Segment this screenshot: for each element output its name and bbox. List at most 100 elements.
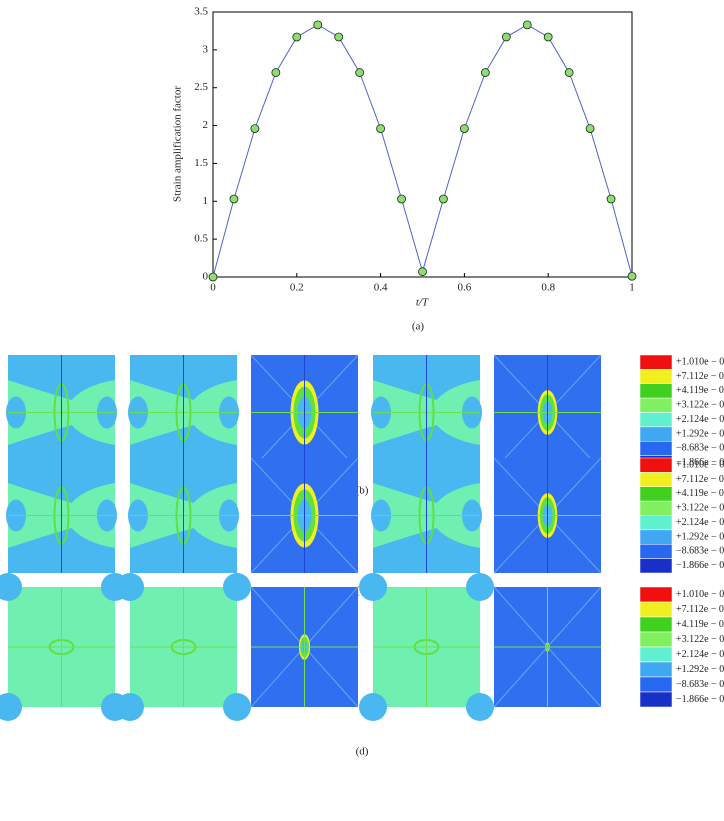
y-axis-label: Strain amplification factor: [172, 86, 184, 202]
colorbar-label: +7.112e − 03: [676, 604, 724, 615]
line: [212, 24, 633, 278]
contour-panel: [116, 573, 251, 721]
region: [359, 573, 387, 601]
marker: [606, 194, 616, 204]
colorbar-swatch: [639, 661, 673, 678]
colorbar-label: +7.112e − 03: [676, 474, 724, 485]
y-tick-label: 1: [203, 195, 209, 207]
contour-panel: [359, 573, 494, 721]
colorbar-label: +1.292e − 04: [676, 428, 724, 439]
colorbar-swatch: [639, 383, 673, 399]
y-tick-label: 1.5: [194, 157, 208, 169]
colorbar-swatch: [639, 472, 673, 487]
region: [466, 573, 494, 601]
marker: [543, 32, 553, 42]
region: [116, 573, 144, 601]
x-tick-label: 0.4: [374, 282, 388, 294]
region: [223, 573, 251, 601]
region: [0, 573, 22, 601]
marker: [585, 124, 595, 134]
x-axis-label: t/T: [416, 297, 429, 309]
region: [0, 693, 22, 721]
x-tick-label: 0: [210, 282, 216, 294]
colorbar-swatch: [639, 631, 673, 648]
marker: [313, 20, 323, 30]
marker: [522, 20, 532, 30]
colorbar-swatch: [639, 515, 673, 531]
y-tick-label: 3.5: [194, 6, 208, 18]
colorbar-label: +2.124e − 03: [676, 517, 724, 528]
colorbar-swatch: [639, 412, 673, 428]
marker: [229, 194, 239, 204]
region: [359, 693, 387, 721]
marker: [564, 68, 574, 77]
colorbar-swatch: [639, 457, 673, 473]
marker: [376, 124, 386, 134]
region: [116, 693, 144, 721]
colorbar-label: +3.122e − 03: [676, 634, 724, 645]
colorbar-swatch: [639, 500, 673, 516]
colorbar-label: +2.124e − 03: [676, 414, 724, 425]
colorbar-swatch: [639, 354, 673, 370]
marker: [418, 267, 427, 277]
colorbar-label: +1.292e − 04: [676, 531, 724, 542]
colorbar-swatch: [639, 691, 673, 708]
marker: [439, 194, 448, 204]
colorbar-swatch: [639, 426, 673, 442]
colorbar-swatch: [639, 544, 673, 559]
contour-panel: [6, 355, 117, 470]
colorbar-swatch: [639, 529, 673, 545]
plot-frame: [212, 11, 633, 278]
y-tick-label: 0.5: [194, 233, 208, 245]
contour-panel: [0, 573, 129, 721]
colorbar-label: +7.112e − 03: [676, 371, 724, 382]
caption: (a): [412, 321, 425, 333]
colorbar-label: +4.119e − 03: [676, 385, 724, 396]
x-tick-label: 0.2: [290, 282, 304, 294]
y-tick-label: 2.5: [194, 81, 208, 93]
contour-panel: [6, 458, 117, 573]
colorbar-swatch: [639, 586, 673, 603]
region: [223, 693, 251, 721]
marker: [292, 32, 302, 42]
contour-panel: [493, 586, 602, 708]
marker: [355, 68, 365, 77]
colorbar-label: +1.010e − 02: [676, 459, 724, 470]
colorbar-label: +3.122e − 03: [676, 400, 724, 411]
colorbar-label: +2.124e − 03: [676, 649, 724, 660]
colorbar-label: +4.119e − 03: [676, 488, 724, 499]
marker: [334, 32, 344, 42]
colorbar-label: −1.866e − 03: [676, 560, 724, 571]
colorbar-label: −8.683e − 04: [676, 679, 724, 690]
colorbar-swatch: [639, 646, 673, 663]
y-tick-label: 0: [203, 271, 209, 283]
colorbar-swatch: [639, 441, 673, 456]
caption: (d): [356, 746, 369, 758]
x-tick-label: 1: [629, 282, 635, 294]
colorbar-swatch: [639, 616, 673, 633]
colorbar-label: −8.683e − 04: [676, 546, 724, 557]
colorbar-label: −8.683e − 04: [676, 443, 724, 454]
contour-panel: [493, 457, 602, 574]
marker: [271, 68, 281, 77]
marker: [208, 272, 218, 282]
colorbar-swatch: [639, 676, 673, 693]
colorbar-swatch: [639, 486, 673, 502]
marker: [501, 32, 511, 42]
colorbar-label: +1.292e − 04: [676, 664, 724, 675]
contour-panel: [250, 457, 359, 574]
region: [466, 693, 494, 721]
colorbar-label: −1.866e − 03: [676, 457, 724, 468]
contour-panel: [128, 355, 239, 470]
colorbar-swatch: [639, 397, 673, 413]
marker: [627, 271, 637, 281]
colorbar-swatch: [639, 369, 673, 384]
colorbar-label: +1.010e − 02: [676, 589, 724, 600]
colorbar-label: +3.122e − 03: [676, 503, 724, 514]
contour-panel: [250, 354, 359, 471]
contour-panel: [250, 586, 359, 708]
colorbar-swatch: [639, 601, 673, 618]
contour-panel: [371, 355, 482, 470]
contour-panel: [493, 354, 602, 471]
